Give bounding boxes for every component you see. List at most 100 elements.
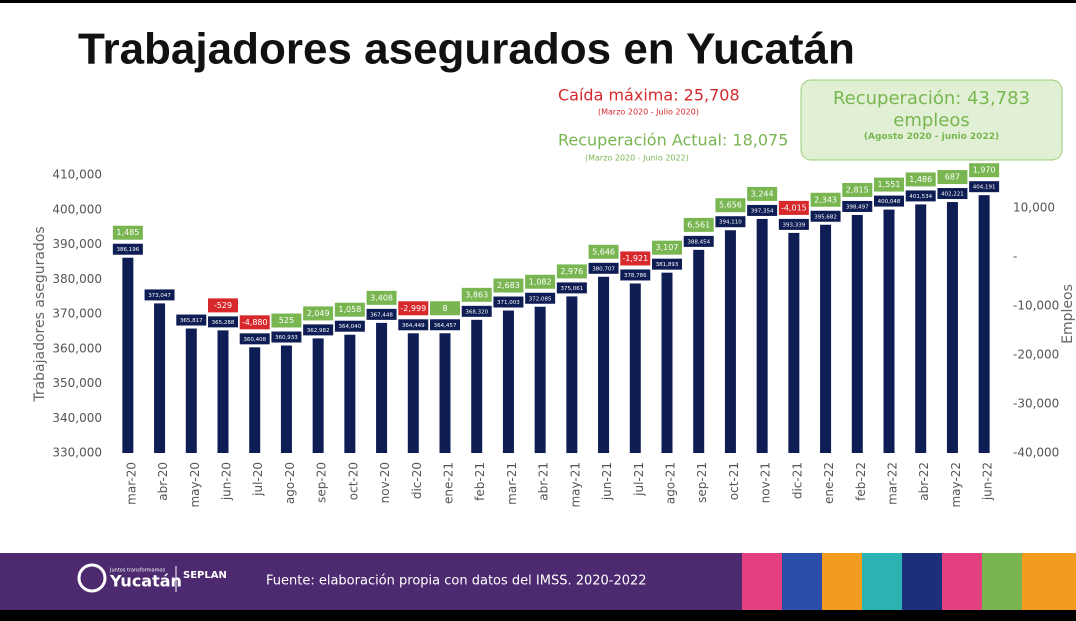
value-label-bg xyxy=(461,305,492,317)
y-tick-label: 390,000 xyxy=(52,237,102,251)
change-label: 3,408 xyxy=(370,293,393,302)
change-label: 3,244 xyxy=(751,189,774,198)
value-label-bg xyxy=(334,320,365,332)
value-label-bg xyxy=(144,289,175,301)
decoration xyxy=(822,553,862,610)
value-label: 362,982 xyxy=(307,328,330,334)
change-label-box xyxy=(271,313,302,328)
change-label: 5,646 xyxy=(592,247,615,256)
decoration xyxy=(1022,553,1076,610)
x-tick-label: ene-21 xyxy=(442,462,456,504)
x-tick-label: sep-21 xyxy=(695,462,709,503)
y-tick-label: 340,000 xyxy=(52,411,102,425)
change-label: 6,561 xyxy=(687,220,710,229)
value-label: 372,085 xyxy=(529,296,552,302)
x-tick-label: oct-20 xyxy=(346,462,360,500)
value-label-bg xyxy=(715,216,746,228)
x-tick-label: jul-21 xyxy=(632,462,646,497)
value-label-bg xyxy=(112,243,143,255)
value-label-bg xyxy=(747,204,778,216)
bar xyxy=(820,224,832,453)
change-label-box xyxy=(652,240,682,255)
x-tick-label: ago-21 xyxy=(664,462,678,504)
value-label-bg xyxy=(905,190,936,202)
y2-tick-label: -10,000 xyxy=(1013,299,1059,313)
change-label: -529 xyxy=(214,301,232,310)
value-label: 364,449 xyxy=(402,323,425,329)
value-label: 404,191 xyxy=(973,185,996,191)
value-label: 393,339 xyxy=(782,222,805,228)
change-label: 8 xyxy=(442,304,447,313)
change-label: 2,683 xyxy=(497,281,520,290)
annotation-note: (Marzo 2020 - Junio 2022) xyxy=(585,154,689,163)
value-label-bg xyxy=(556,282,587,294)
annotation-box-content: Recuperación: 43,783 empleos (Agosto 202… xyxy=(832,88,1031,142)
y2-tick-label: -40,000 xyxy=(1013,446,1059,460)
value-label: 367,448 xyxy=(370,312,393,318)
bar xyxy=(407,333,419,453)
change-label-box xyxy=(461,287,492,302)
change-label-box xyxy=(874,177,904,192)
change-label-box xyxy=(398,301,429,316)
value-label: 378,786 xyxy=(624,273,647,279)
x-tick-label: abr-20 xyxy=(156,462,170,501)
y-tick-label: 360,000 xyxy=(52,341,102,355)
bar xyxy=(915,204,927,453)
top-border xyxy=(0,0,1076,3)
change-label: -4,880 xyxy=(242,318,268,327)
bar xyxy=(534,306,546,453)
bar xyxy=(566,296,578,453)
bar xyxy=(185,328,197,453)
change-label: 3,863 xyxy=(465,290,488,299)
annotation-note: (Agosto 2020 - junio 2022) xyxy=(863,132,1000,142)
change-label: 525 xyxy=(279,316,294,325)
value-label: 381,893 xyxy=(656,262,679,268)
change-label: -1,921 xyxy=(622,254,648,263)
change-label-box xyxy=(334,302,365,317)
change-label-box xyxy=(747,186,778,201)
value-label: 386,196 xyxy=(116,247,139,253)
annotation-box xyxy=(800,79,1063,161)
x-tick-label: feb-21 xyxy=(473,462,487,501)
x-tick-label: jun-22 xyxy=(981,462,995,501)
source: Fuente: elaboración propia con datos del… xyxy=(266,574,647,589)
x-tick-label: nov-20 xyxy=(378,462,392,503)
x-tick-label: mar-22 xyxy=(886,462,900,505)
change-label: 2,343 xyxy=(814,195,837,204)
change-label-box xyxy=(430,301,460,316)
bottom-border xyxy=(0,610,1076,621)
value-label: 388,454 xyxy=(687,239,710,245)
bar xyxy=(756,218,768,453)
change-label-box xyxy=(715,198,746,213)
y-tick-label: 370,000 xyxy=(52,307,102,321)
value-label-bg xyxy=(398,319,429,331)
value-label: 360,408 xyxy=(243,337,266,343)
bar xyxy=(249,347,261,453)
x-tick-label: dic-20 xyxy=(410,462,424,499)
annotation: Recuperación: 43,783 empleos xyxy=(832,88,1031,131)
change-label-box xyxy=(208,298,238,313)
value-label: 365,817 xyxy=(180,318,203,324)
value-label: 368,320 xyxy=(465,309,488,315)
change-label-box xyxy=(810,192,841,207)
logo-text: Juntos transformamos xyxy=(109,568,166,574)
footer: Juntos transformamos Yucatán SEPLAN Fuen… xyxy=(0,553,1076,621)
change-label: 3,107 xyxy=(656,243,679,252)
x-tick-label: may-20 xyxy=(188,462,202,508)
value-label-bg xyxy=(208,316,238,328)
value-label: 364,457 xyxy=(434,323,457,329)
decoration xyxy=(742,553,782,610)
value-label-bg xyxy=(271,331,302,343)
y-axis-label: Trabajadores asegurados xyxy=(32,226,48,402)
y-tick-label: 330,000 xyxy=(52,446,102,460)
change-label: 1,486 xyxy=(909,175,932,184)
change-label-box xyxy=(556,264,587,279)
y2-tick-label: -20,000 xyxy=(1013,348,1059,362)
value-label-bg xyxy=(842,200,873,212)
x-tick-label: jul-20 xyxy=(251,462,265,497)
x-tick-label: nov-21 xyxy=(759,462,773,503)
value-label-bg xyxy=(683,235,714,247)
value-label: 402,221 xyxy=(941,192,964,198)
change-label: 1,551 xyxy=(878,180,901,189)
change-label: 5,656 xyxy=(719,201,742,210)
